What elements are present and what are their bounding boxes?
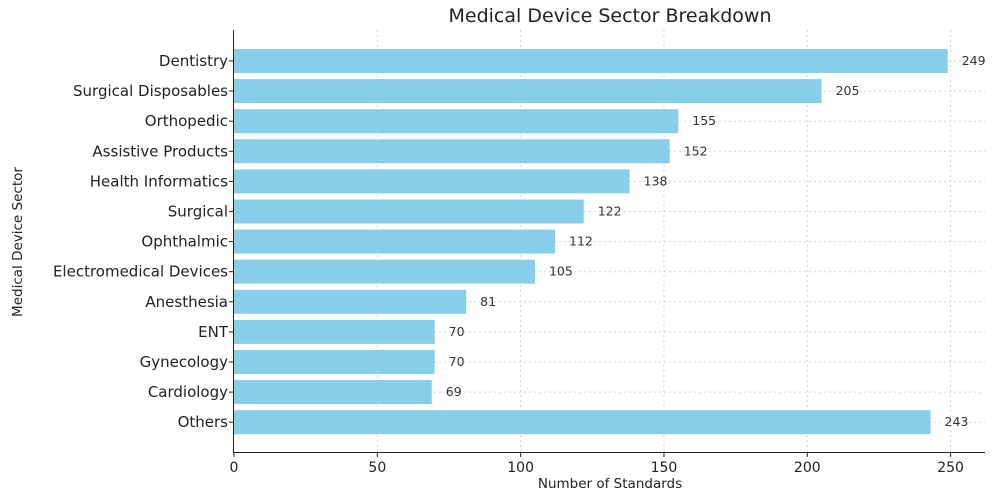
category-label: Gynecology [140, 353, 229, 371]
category-label: Dentistry [159, 52, 228, 70]
category-label: Surgical [168, 203, 228, 221]
category-label: Anesthesia [145, 293, 228, 311]
bar [234, 139, 670, 164]
bar [234, 229, 556, 254]
bar [234, 169, 630, 194]
category-label: Others [178, 413, 229, 431]
value-label: 122 [598, 204, 622, 219]
x-tick-label: 100 [507, 460, 534, 476]
value-label: 155 [692, 113, 716, 128]
x-tick-label: 150 [651, 460, 678, 476]
bar [234, 410, 931, 435]
category-label: Assistive Products [92, 142, 228, 160]
value-label: 81 [480, 294, 496, 309]
x-ticks: 0 50 100 150 200 250 [229, 60, 964, 476]
bar [234, 319, 435, 344]
bar [234, 380, 432, 405]
value-label: 138 [644, 173, 668, 188]
bar [234, 79, 822, 104]
x-tick-label: 0 [230, 460, 239, 476]
category-label: ENT [198, 323, 229, 341]
value-label: 152 [684, 143, 708, 158]
bar [234, 199, 584, 224]
category-label: Cardiology [148, 383, 228, 401]
bar [234, 350, 435, 374]
value-label: 249 [962, 53, 986, 68]
category-label: Health Informatics [90, 172, 228, 190]
value-label: 105 [549, 264, 573, 279]
bars [234, 49, 948, 435]
x-tick-label: 250 [937, 460, 964, 476]
x-tick-label: 50 [368, 460, 386, 476]
y-axis-label: Medical Device Sector [10, 167, 26, 317]
value-label: 70 [449, 354, 465, 369]
bar [234, 109, 679, 134]
category-label: Electromedical Devices [53, 263, 228, 281]
bar [234, 259, 535, 284]
x-tick-label: 200 [794, 460, 821, 476]
value-label: 205 [836, 83, 860, 98]
value-label: 112 [569, 234, 593, 249]
chart-title: Medical Device Sector Breakdown [449, 5, 772, 27]
bar [234, 289, 467, 314]
category-labels: Dentistry Surgical Disposables Orthopedic A… [53, 52, 229, 431]
x-axis-label: Number of Standards [538, 476, 682, 492]
value-label: 243 [945, 414, 969, 429]
category-label: Ophthalmic [141, 233, 228, 251]
value-labels: 249 205 155 152 138 122 112 105 81 70 70 69 243 [446, 53, 986, 429]
category-label: Orthopedic [145, 112, 228, 130]
category-label: Surgical Disposables [73, 82, 228, 100]
bar [234, 49, 948, 73]
value-label: 69 [446, 384, 462, 399]
value-label: 70 [449, 324, 465, 339]
